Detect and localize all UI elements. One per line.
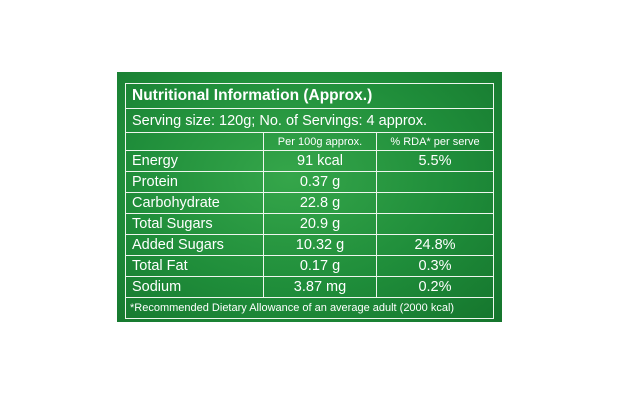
- nutrient-per100g: 22.8 g: [264, 193, 377, 213]
- nutrient-rda: [377, 214, 493, 234]
- nutrient-name: Sodium: [126, 277, 264, 297]
- table-title-row: Nutritional Information (Approx.): [126, 84, 493, 109]
- nutrient-name: Added Sugars: [126, 235, 264, 255]
- label-background: [117, 72, 502, 322]
- nutrient-per100g: 0.37 g: [264, 172, 377, 192]
- nutrient-rda: 0.3%: [418, 258, 452, 274]
- table-row: Total Fat 0.17 g 0.3%: [126, 256, 493, 277]
- nutrient-name: Carbohydrate: [126, 193, 264, 213]
- table-row: Carbohydrate 22.8 g: [126, 193, 493, 214]
- nutrient-per100g: 3.87 mg: [264, 277, 377, 297]
- nutrient-per100g: 20.9 g: [264, 214, 377, 234]
- nutrient-name: Energy: [126, 151, 264, 171]
- serving-info: Serving size: 120g; No. of Servings: 4 a…: [132, 112, 427, 129]
- nutrient-rda: [377, 193, 493, 213]
- header-per100g: Per 100g approx.: [264, 133, 377, 150]
- column-header-row: Per 100g approx. % RDA* per serve: [126, 133, 493, 151]
- nutrient-per100g: 0.17 g: [264, 256, 377, 276]
- header-rda: % RDA* per serve: [390, 135, 480, 148]
- footnote-row: *Recommended Dietary Allowance of an ave…: [126, 298, 493, 317]
- nutrient-per100g: 10.32 g: [264, 235, 377, 255]
- nutrient-name: Total Fat: [126, 256, 264, 276]
- nutrient-rda: 24.8%: [414, 237, 456, 253]
- nutrient-rda: [377, 172, 493, 192]
- nutrient-rda: 5.5%: [418, 153, 452, 169]
- nutrient-per100g: 91 kcal: [264, 151, 377, 171]
- nutrient-name: Total Sugars: [126, 214, 264, 234]
- table-row: Sodium 3.87 mg 0.2%: [126, 277, 493, 298]
- header-blank-cell: [126, 133, 264, 150]
- table-row: Energy 91 kcal 5.5%: [126, 151, 493, 172]
- serving-info-row: Serving size: 120g; No. of Servings: 4 a…: [126, 109, 493, 133]
- nutrient-name: Protein: [126, 172, 264, 192]
- table-row: Added Sugars 10.32 g 24.8%: [126, 235, 493, 256]
- rda-footnote: *Recommended Dietary Allowance of an ave…: [130, 301, 455, 314]
- nutrition-table: Nutritional Information (Approx.) Servin…: [125, 83, 494, 319]
- table-row: Protein 0.37 g: [126, 172, 493, 193]
- table-title: Nutritional Information (Approx.): [132, 87, 373, 104]
- nutrient-rda: 0.2%: [418, 279, 452, 295]
- table-row: Total Sugars 20.9 g: [126, 214, 493, 235]
